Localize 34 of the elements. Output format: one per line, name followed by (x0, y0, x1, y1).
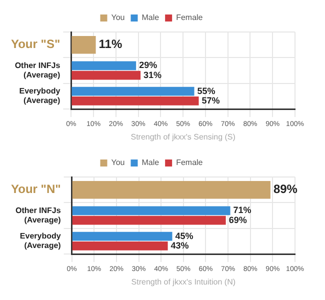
y-tick-label: Everybody (Average) (19, 86, 61, 106)
text: 89% (273, 182, 298, 196)
text: 71% (233, 205, 252, 216)
text: 55% (197, 86, 216, 96)
text: 69% (228, 214, 247, 225)
x-axis-title: Strength of jkxx's Sensing (S) (130, 132, 236, 142)
bar (72, 70, 141, 80)
legend-label: You (111, 158, 125, 168)
bar (72, 206, 230, 216)
y-tick-label: Everybody (Average) (20, 232, 62, 250)
text: 31% (144, 70, 162, 80)
bar (72, 86, 194, 96)
y-tick-label: Other INFJs (Average) (14, 60, 61, 80)
legend-label: Male (142, 13, 160, 22)
x-axis-title: Strength of jkxx's Intuition (N) (131, 277, 236, 286)
bar (72, 36, 96, 54)
y-tick-label: Other INFJs (Average) (15, 206, 62, 225)
text: 29% (139, 60, 158, 70)
bar (72, 242, 168, 250)
y-tick-label: Your "S" (10, 37, 60, 52)
bar (72, 216, 226, 225)
bar (72, 96, 199, 106)
text: 45% (175, 230, 194, 241)
legend-label: Female (176, 13, 204, 22)
bar (72, 61, 136, 70)
y-tick-label: Your "N" (10, 182, 61, 196)
text: 43% (170, 240, 189, 250)
bar (72, 232, 172, 241)
legend-label: Male (142, 158, 160, 168)
text: 11% (98, 37, 122, 52)
bar (72, 180, 270, 199)
legend-label: You (111, 13, 125, 22)
legend-label: Female (176, 158, 204, 168)
text: 57% (202, 95, 220, 106)
